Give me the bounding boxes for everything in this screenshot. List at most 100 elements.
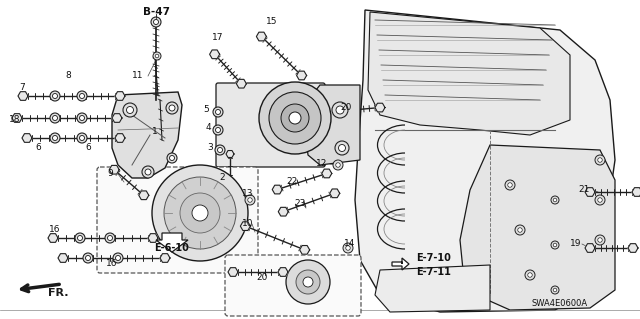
Polygon shape [305,85,360,165]
Circle shape [551,241,559,249]
Circle shape [169,105,175,111]
Circle shape [598,158,602,162]
Polygon shape [226,201,234,207]
Circle shape [155,54,159,58]
Polygon shape [48,234,58,242]
Polygon shape [139,191,148,200]
FancyBboxPatch shape [97,167,258,273]
Text: E-7-11: E-7-11 [416,267,451,277]
Circle shape [286,260,330,304]
Circle shape [83,253,93,263]
Text: 12: 12 [316,160,328,168]
Text: FR.: FR. [48,288,68,298]
Text: 20: 20 [340,103,352,113]
Circle shape [216,128,221,132]
Polygon shape [115,92,125,100]
FancyBboxPatch shape [225,255,361,316]
Circle shape [77,235,83,241]
Circle shape [303,277,313,287]
Circle shape [296,270,320,294]
Polygon shape [320,108,330,117]
Circle shape [152,165,248,261]
Polygon shape [148,234,158,242]
Text: 17: 17 [212,33,224,42]
Circle shape [52,115,58,121]
Circle shape [145,169,151,175]
Circle shape [50,133,60,143]
Circle shape [167,153,177,163]
Polygon shape [392,258,409,270]
Circle shape [52,93,58,99]
Text: SWA4E0600A: SWA4E0600A [532,300,588,308]
Circle shape [598,198,602,202]
Polygon shape [156,233,188,252]
Text: 4: 4 [205,123,211,132]
Circle shape [192,205,208,221]
Circle shape [553,243,557,247]
Circle shape [153,52,161,60]
Polygon shape [278,207,288,216]
Polygon shape [375,265,490,312]
Circle shape [123,103,137,117]
Circle shape [335,141,349,155]
Circle shape [528,273,532,277]
Circle shape [113,253,123,263]
Polygon shape [257,32,266,41]
Polygon shape [241,222,250,230]
Circle shape [105,233,115,243]
Text: 10: 10 [243,219,253,228]
Circle shape [508,183,512,187]
Polygon shape [632,188,640,196]
Text: E-6-10: E-6-10 [155,243,189,253]
Circle shape [77,91,87,101]
Circle shape [598,238,602,242]
Polygon shape [58,254,68,262]
Text: 16: 16 [49,226,61,234]
Text: 20: 20 [256,273,268,283]
Circle shape [151,17,161,27]
Circle shape [248,198,252,202]
Text: 15: 15 [266,18,278,26]
Polygon shape [228,268,238,276]
Circle shape [595,235,605,245]
Circle shape [52,136,58,140]
Circle shape [154,19,159,25]
Circle shape [164,177,236,249]
Text: B-47: B-47 [143,7,170,17]
Circle shape [505,180,515,190]
Circle shape [75,233,85,243]
Polygon shape [109,166,119,174]
Circle shape [77,113,87,123]
Text: 3: 3 [207,144,213,152]
Circle shape [551,196,559,204]
Text: 21: 21 [579,186,589,195]
Polygon shape [330,189,340,198]
Circle shape [50,113,60,123]
FancyBboxPatch shape [216,83,325,167]
Polygon shape [296,71,307,80]
Circle shape [215,145,225,155]
Circle shape [77,133,87,143]
Text: 1: 1 [152,128,158,137]
Circle shape [86,256,90,261]
Circle shape [333,160,343,170]
Polygon shape [210,50,220,59]
Circle shape [339,145,346,152]
Polygon shape [355,10,615,312]
Circle shape [553,288,557,292]
Circle shape [115,256,120,261]
Polygon shape [22,134,32,142]
Circle shape [515,225,525,235]
Polygon shape [12,114,22,122]
Polygon shape [300,246,310,254]
Circle shape [332,102,348,118]
Text: E-7-10: E-7-10 [416,253,451,263]
Polygon shape [18,92,28,100]
Circle shape [281,104,309,132]
Polygon shape [236,79,246,88]
Circle shape [259,82,331,154]
Circle shape [180,193,220,233]
Circle shape [525,270,535,280]
Text: 22: 22 [286,177,298,187]
Circle shape [595,195,605,205]
